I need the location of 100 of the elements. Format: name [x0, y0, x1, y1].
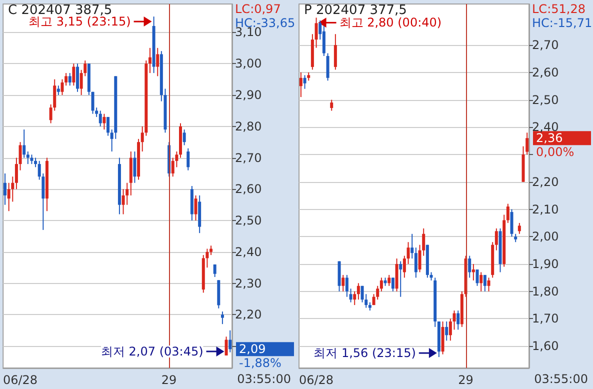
candlestick	[22, 129, 26, 158]
text: HC:-33,65	[235, 16, 296, 30]
y-tick-label: 2,50	[532, 92, 559, 107]
y-tick-label: 2,50	[235, 214, 262, 228]
chart-title: P 202407 377,5	[304, 3, 407, 18]
x-tick-label: 06/28	[298, 373, 334, 387]
candlestick	[220, 311, 224, 325]
candlestick	[399, 260, 402, 298]
y-tick-label: 2,80	[235, 119, 262, 134]
candlestick	[14, 157, 18, 190]
candlestick	[326, 52, 330, 82]
y-tick-label: 1,60	[532, 339, 559, 354]
candlestick	[380, 277, 383, 292]
text: -1,88%	[239, 356, 282, 370]
y-tick-label: 2,20	[235, 308, 262, 322]
y-tick-label: 2,90	[235, 88, 262, 102]
candlestick	[494, 228, 498, 251]
text: 03:55:00	[534, 372, 588, 386]
candlestick	[68, 72, 72, 86]
candlestick	[518, 222, 521, 234]
candlestick	[18, 142, 22, 171]
y-tick-label: 2,70	[532, 38, 559, 52]
y-tick-label: 2,60	[235, 182, 262, 196]
y-tick-label: 2,30	[235, 276, 262, 290]
candlestick	[345, 274, 348, 298]
candlestick	[406, 242, 410, 264]
candlestick	[64, 72, 68, 86]
candlestick	[410, 233, 414, 260]
x-tick-label: 29	[458, 373, 474, 387]
candlestick	[330, 99, 334, 112]
candlestick	[106, 116, 110, 136]
candlestick	[476, 268, 479, 286]
text: 03:55:00	[237, 372, 291, 386]
y-tick-label: 2,20	[532, 174, 559, 189]
text: HC:-15,71	[532, 16, 592, 30]
candlestick	[353, 290, 356, 306]
candlestick	[468, 255, 472, 278]
candlestick	[414, 247, 418, 278]
candlestick	[34, 157, 38, 168]
candlestick	[186, 148, 190, 171]
x-tick-label: 06/28	[2, 373, 38, 387]
text: 0,00%	[536, 145, 574, 160]
candlestick	[448, 318, 452, 342]
candlestick	[91, 91, 94, 114]
y-tick-label: 1,80	[532, 284, 559, 298]
candlestick	[506, 203, 510, 224]
candlestick	[72, 63, 76, 86]
candlestick	[334, 34, 337, 70]
candlestick	[391, 277, 394, 292]
candlestick	[322, 25, 326, 56]
candlestick	[148, 47, 152, 74]
candlestick	[210, 245, 213, 256]
candlestick	[156, 47, 160, 77]
x-tick-label: 29	[161, 373, 177, 387]
candlestick	[102, 113, 106, 130]
candlestick	[60, 78, 64, 96]
candlestick	[472, 264, 475, 281]
candlestick	[228, 330, 232, 353]
candlestick	[342, 274, 345, 292]
candlestick	[314, 17, 318, 48]
candlestick	[213, 264, 216, 278]
text: LC:51,28	[532, 2, 586, 16]
y-tick-label: 2,00	[532, 230, 559, 244]
annotation: 최고 3,15 (23:15)	[28, 14, 131, 29]
candlestick	[182, 129, 186, 146]
y-tick-label: 2,10	[532, 202, 559, 216]
candlestick	[510, 208, 514, 238]
candlestick	[480, 272, 483, 292]
candlestick	[194, 194, 198, 222]
y-tick-label: 1,70	[532, 312, 559, 326]
candlestick	[445, 320, 448, 342]
candlestick	[26, 150, 30, 165]
candlestick	[76, 63, 79, 92]
y-tick-label: 3,00	[235, 56, 262, 71]
candlestick	[133, 150, 136, 184]
candlestick	[356, 282, 360, 300]
annotation: 최저 1,56 (23:15)	[314, 346, 416, 360]
annotation: 최고 2,80 (00:40)	[339, 16, 442, 30]
candlestick	[388, 274, 391, 286]
candlestick	[224, 336, 228, 356]
candlestick	[4, 172, 7, 206]
candlestick	[349, 288, 352, 303]
annotation: 최저 2,07 (03:45)	[100, 344, 204, 358]
text: 2,09	[239, 342, 266, 356]
y-tick-label: 2,40	[235, 244, 262, 259]
y-tick-label: 2,60	[532, 65, 559, 80]
candlestick	[98, 110, 102, 127]
candlestick	[456, 310, 460, 330]
candlestick	[303, 74, 306, 90]
candlestick	[402, 255, 406, 278]
candlestick	[487, 277, 490, 292]
y-tick-label: 1,90	[532, 257, 559, 271]
y-tick-label: 2,70	[235, 150, 262, 165]
candlestick	[30, 154, 34, 165]
candlestick	[299, 72, 302, 98]
text: LC:0,97	[235, 2, 281, 16]
candlestick	[526, 132, 529, 156]
candlestick	[452, 310, 456, 330]
candlestick	[56, 85, 60, 96]
candlestick	[483, 274, 486, 292]
